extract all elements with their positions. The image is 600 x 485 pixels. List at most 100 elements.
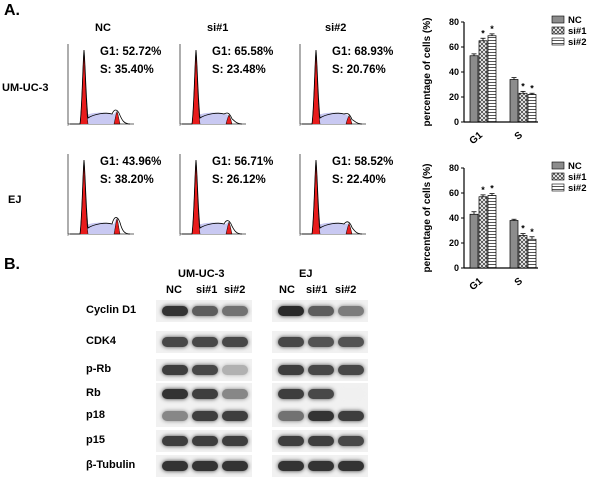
flow-s-value: S: 20.76% bbox=[332, 64, 386, 76]
blot-band bbox=[162, 461, 188, 471]
chart-xtick: G1 bbox=[468, 276, 486, 293]
blot-band bbox=[308, 337, 334, 347]
blot-protein-label: p-Rb bbox=[86, 363, 112, 375]
chart-ytick: 20 bbox=[449, 92, 459, 102]
blot-strip bbox=[156, 300, 252, 322]
flow-header-nc: NC bbox=[95, 22, 111, 34]
blot-band bbox=[338, 365, 364, 375]
blot-band bbox=[192, 306, 218, 316]
significance-star: * bbox=[521, 81, 525, 91]
significance-star: * bbox=[521, 224, 525, 234]
chart-xtick: G1 bbox=[468, 130, 486, 147]
blot-protein-label: p15 bbox=[86, 434, 105, 446]
chart-ytick: 40 bbox=[449, 67, 459, 77]
significance-star: * bbox=[490, 184, 494, 194]
legend-label: NC bbox=[568, 15, 582, 26]
bar-chart-umuc3: percentage of cells (%) 0 20 40 60 80 * * G1 * * S N… bbox=[422, 15, 587, 147]
blot-protein-label: Cyclin D1 bbox=[86, 304, 137, 316]
blot-lane-ej-si1: si#1 bbox=[306, 284, 328, 296]
flow-histogram-1-2 bbox=[299, 154, 366, 236]
blot-band bbox=[278, 337, 304, 347]
blot-protein-label: Rb bbox=[86, 387, 101, 399]
blot-lane-umuc3-si1: si#1 bbox=[196, 284, 218, 296]
flow-s-value: S: 35.40% bbox=[100, 64, 154, 76]
flow-histogram-0-2 bbox=[299, 44, 366, 126]
legend-label: si#2 bbox=[568, 183, 587, 194]
flow-g1-value: G1: 56.71% bbox=[212, 156, 274, 168]
blot-strip bbox=[272, 359, 368, 381]
legend-label: si#1 bbox=[568, 26, 587, 37]
bar-G1-NC bbox=[469, 213, 479, 269]
blot-band bbox=[222, 389, 248, 399]
blot-band bbox=[222, 436, 248, 446]
blot-band bbox=[308, 411, 334, 421]
blot-band bbox=[162, 365, 188, 375]
legend-label: si#2 bbox=[568, 37, 587, 48]
blot-band bbox=[162, 337, 188, 347]
flow-g1-value: G1: 52.72% bbox=[100, 46, 162, 58]
bar-G1-si#2 bbox=[487, 195, 497, 269]
blot-band bbox=[162, 389, 188, 399]
legend-label: si#1 bbox=[568, 172, 587, 183]
blot-band bbox=[192, 337, 218, 347]
significance-star: * bbox=[490, 24, 494, 34]
blot-strip bbox=[272, 405, 368, 427]
blot-band bbox=[338, 306, 364, 316]
blot-band bbox=[338, 389, 364, 399]
blot-band bbox=[308, 365, 334, 375]
blot-band bbox=[222, 411, 248, 421]
significance-star: * bbox=[481, 185, 485, 195]
blot-group-umuc3: UM-UC-3 bbox=[178, 268, 225, 280]
chart-ylabel: percentage of cells (%) bbox=[422, 164, 433, 273]
blot-band bbox=[192, 389, 218, 399]
blot-strip bbox=[272, 430, 368, 452]
blot-band bbox=[308, 461, 334, 471]
legend-label: NC bbox=[568, 161, 582, 172]
flow-histogram-1-1 bbox=[179, 154, 246, 236]
blot-band bbox=[222, 306, 248, 316]
flow-g1-value: G1: 65.58% bbox=[212, 46, 274, 58]
flow-histogram-0-0 bbox=[67, 44, 134, 126]
flow-row-label-ej: EJ bbox=[8, 194, 22, 206]
legend-swatch bbox=[551, 161, 565, 170]
bar-S-si#1 bbox=[518, 235, 528, 269]
blot-strip bbox=[156, 405, 252, 427]
blot-protein-label: CDK4 bbox=[86, 335, 116, 347]
blot-band bbox=[222, 461, 248, 471]
blot-band bbox=[192, 436, 218, 446]
blot-band bbox=[162, 436, 188, 446]
blot-strip bbox=[156, 359, 252, 381]
flow-s-value: S: 26.12% bbox=[212, 174, 266, 186]
blot-lane-ej-si2: si#2 bbox=[335, 284, 357, 296]
blot-strip bbox=[272, 383, 368, 405]
flow-s-value: S: 22.40% bbox=[332, 174, 386, 186]
legend-swatch bbox=[551, 37, 565, 46]
blot-band bbox=[192, 411, 218, 421]
blot-band bbox=[278, 411, 304, 421]
bar-chart-ej: percentage of cells (%) 0 20 40 60 80 * * G1 * * S N… bbox=[422, 161, 587, 293]
blot-band bbox=[308, 436, 334, 446]
blot-band bbox=[278, 389, 304, 399]
bar-G1-si#2 bbox=[487, 35, 497, 123]
blot-strip bbox=[156, 430, 252, 452]
blot-band bbox=[222, 337, 248, 347]
flow-row-label-umuc3: UM-UC-3 bbox=[2, 82, 49, 94]
legend-swatch bbox=[551, 26, 565, 35]
blot-band bbox=[222, 365, 248, 375]
chart-ylabel: percentage of cells (%) bbox=[422, 18, 433, 127]
chart-ytick: 80 bbox=[449, 17, 459, 27]
bar-G1-si#1 bbox=[478, 196, 488, 269]
legend-swatch bbox=[551, 183, 565, 192]
flow-header-si1: si#1 bbox=[207, 22, 229, 34]
blot-band bbox=[278, 365, 304, 375]
blot-band bbox=[162, 306, 188, 316]
blot-protein-label: β-Tubulin bbox=[86, 459, 136, 471]
blot-band bbox=[338, 337, 364, 347]
significance-star: * bbox=[481, 28, 485, 38]
flow-s-value: S: 23.48% bbox=[212, 64, 266, 76]
panel-a-label: A. bbox=[4, 2, 20, 19]
blot-band bbox=[192, 461, 218, 471]
blot-lane-umuc3-si2: si#2 bbox=[224, 284, 246, 296]
flow-g1-value: G1: 58.52% bbox=[332, 156, 394, 168]
chart-ytick: 60 bbox=[449, 188, 459, 198]
